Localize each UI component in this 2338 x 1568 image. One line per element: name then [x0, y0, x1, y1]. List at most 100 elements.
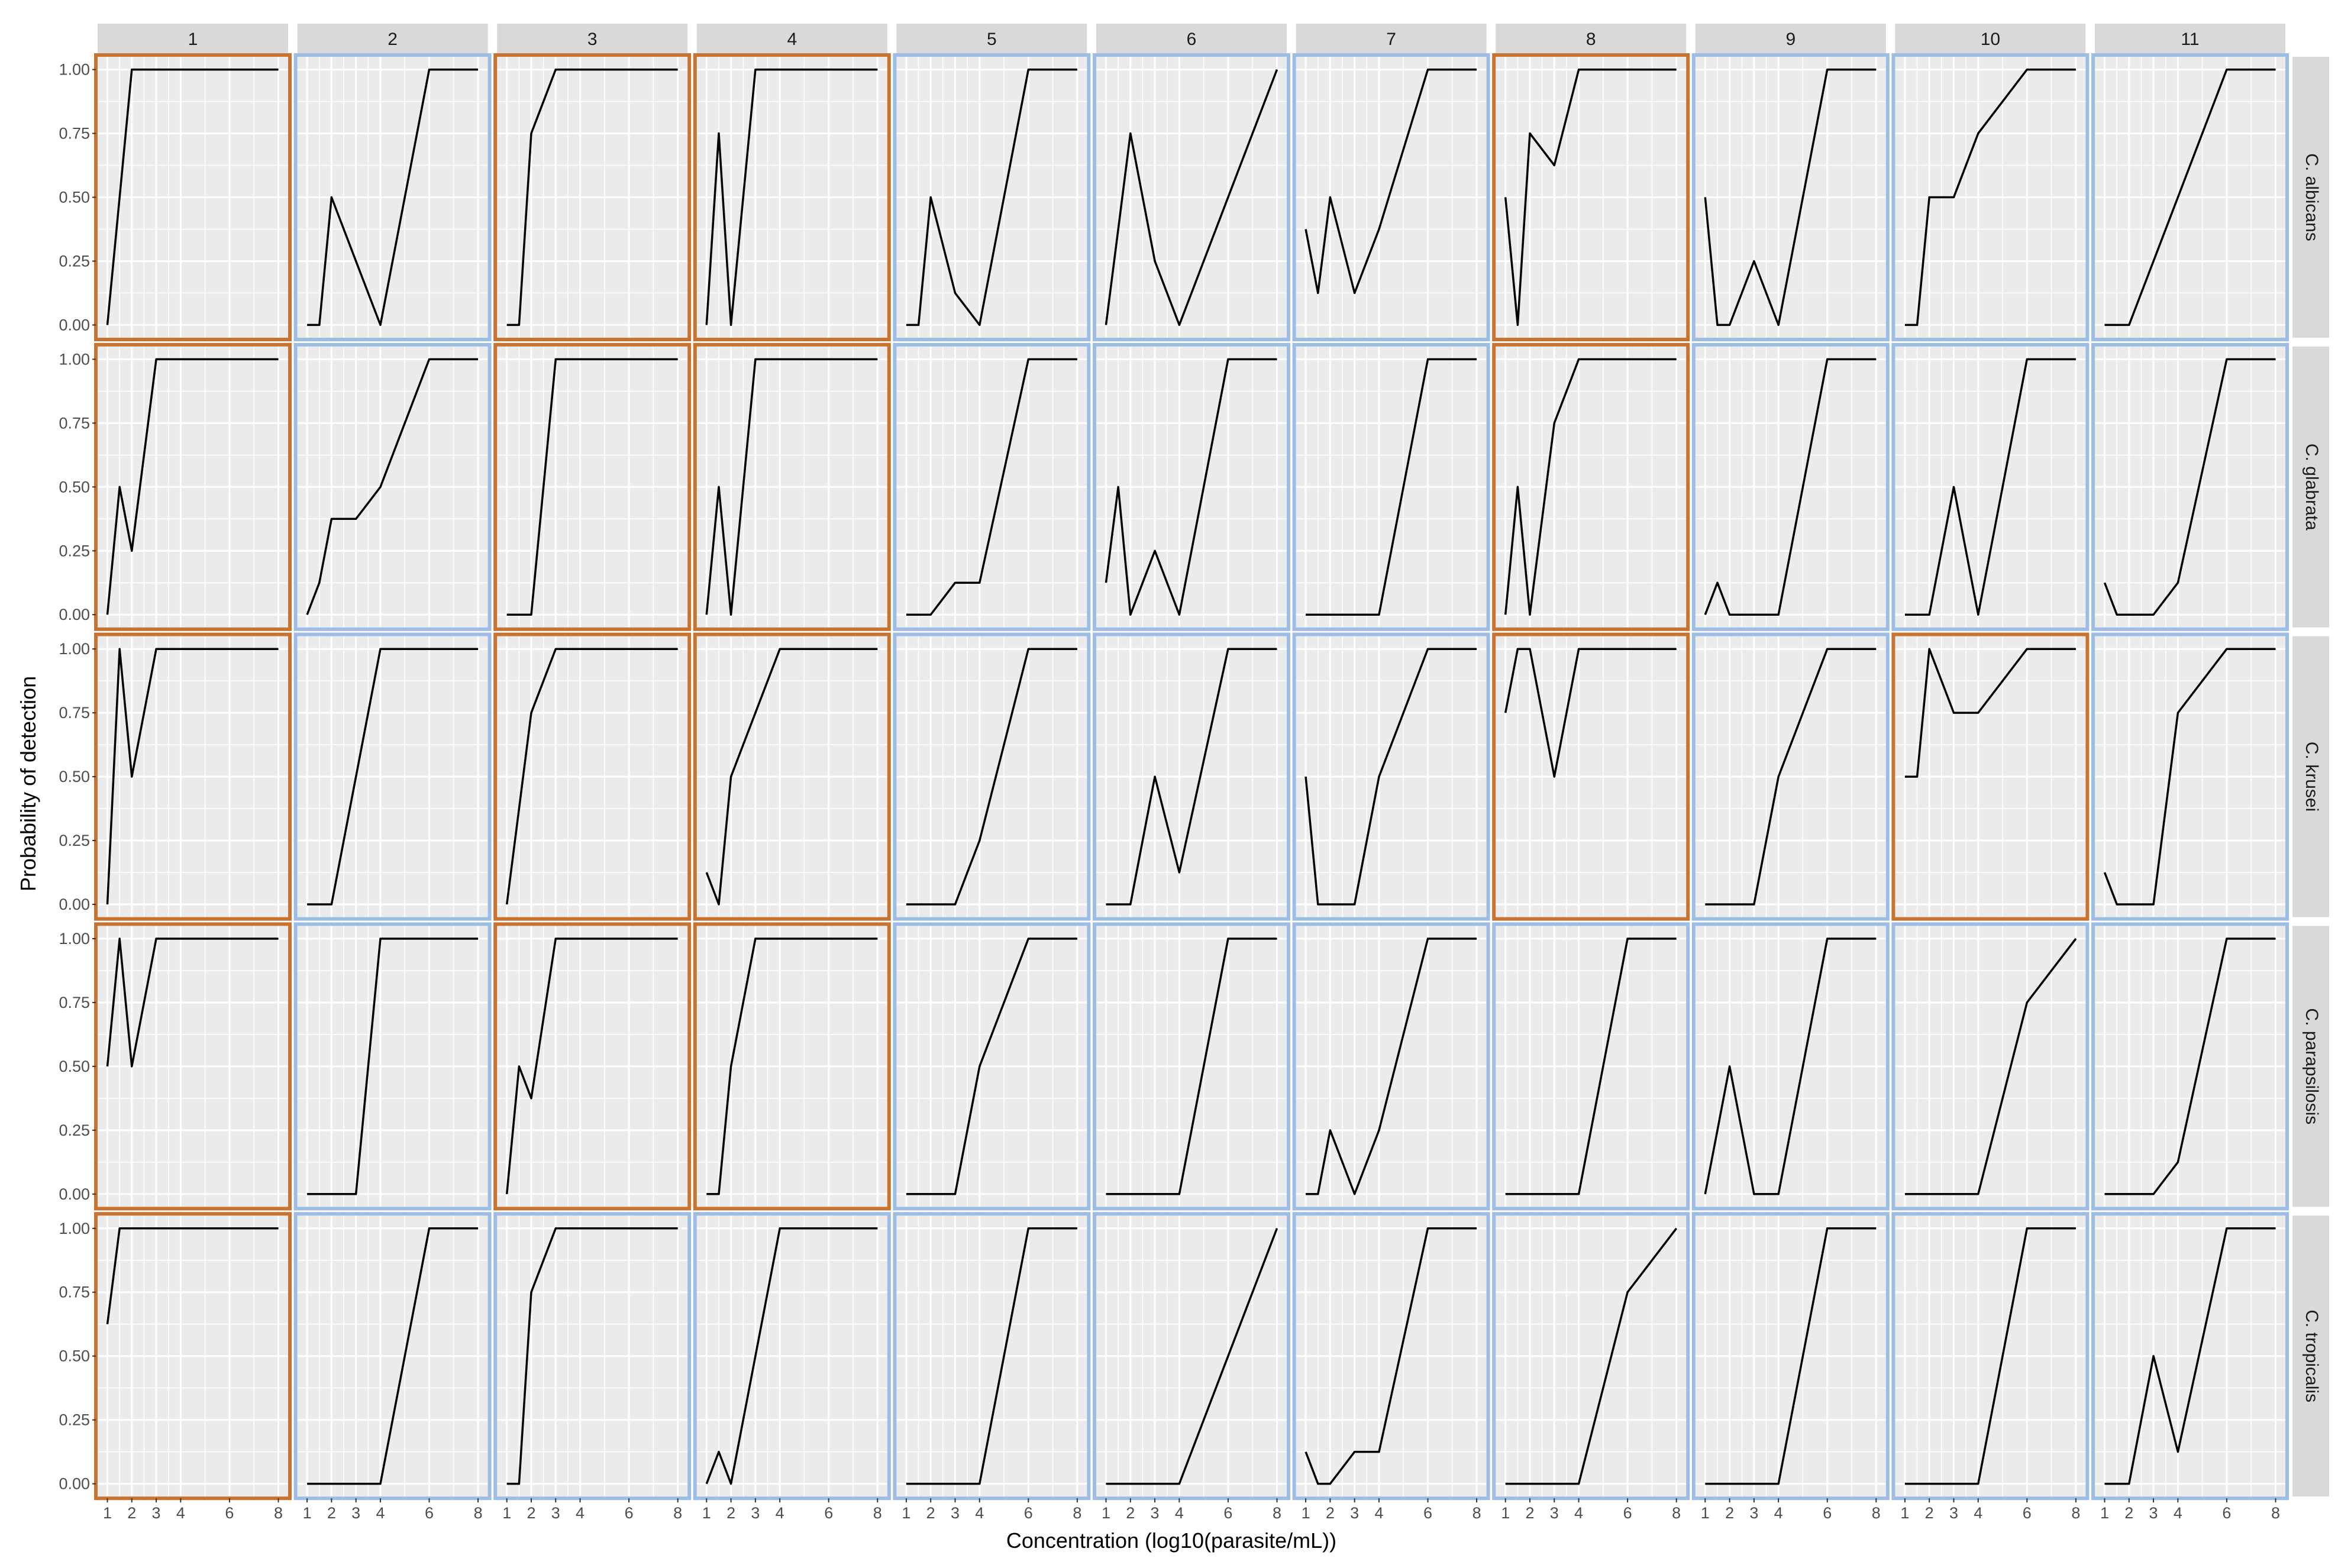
x-tick-label: 4	[1374, 1504, 1383, 1522]
column-strip-label: 1	[188, 30, 198, 49]
detection-line	[1904, 648, 2076, 778]
x-tick-label: 4	[176, 1504, 185, 1522]
detection-line	[505, 648, 678, 905]
x-tick-label: 6	[225, 1504, 234, 1522]
x-tick-label: 1	[1501, 1504, 1510, 1522]
x-tick-label: 3	[551, 1504, 560, 1522]
panel-border-blue	[1093, 342, 1290, 631]
panel	[1292, 1212, 1490, 1501]
x-tick-label: 2	[1126, 1504, 1135, 1522]
detection-line	[1904, 1227, 2076, 1485]
x-tick-label: 6	[1223, 1504, 1232, 1522]
x-tick-label: 6	[2222, 1504, 2231, 1522]
panel	[2091, 53, 2289, 341]
panel	[2091, 1212, 2289, 1501]
panel-border-blue	[1691, 53, 1890, 341]
panel	[94, 632, 292, 921]
detection-line	[306, 358, 479, 615]
detection-line	[106, 68, 279, 325]
panel	[293, 922, 492, 1211]
panel-border-blue	[293, 342, 492, 631]
y-tick-label: 0.50	[59, 768, 90, 785]
y-tick-label: 0.00	[59, 316, 90, 334]
panel	[1292, 632, 1490, 921]
x-tick-label: 3	[1151, 1504, 1160, 1522]
panel	[94, 53, 292, 341]
x-tick-label: 4	[376, 1504, 385, 1522]
x-tick-label: 1	[2100, 1504, 2109, 1522]
x-tick-label: 4	[1974, 1504, 1982, 1522]
x-tick-label: 6	[1423, 1504, 1432, 1522]
y-tick-label: 1.00	[59, 930, 90, 948]
panel	[1292, 53, 1490, 341]
detection-line	[906, 358, 1077, 616]
column-strip-label: 4	[787, 30, 797, 49]
row-strip	[2292, 926, 2329, 1207]
detection-line	[506, 1227, 678, 1485]
column-strip-label: 6	[1187, 30, 1197, 49]
column-strip	[1695, 24, 1886, 54]
x-tick-label: 6	[824, 1504, 833, 1522]
y-tick-label: 1.00	[59, 350, 90, 368]
detection-line	[1705, 1227, 1877, 1485]
detection-line	[705, 1227, 878, 1485]
column-strips: 1 2 3 4 5 6 7 8 9 10 11	[98, 24, 2285, 54]
panel	[1292, 342, 1490, 631]
panel	[2091, 922, 2289, 1211]
x-tick-label: 2	[2124, 1504, 2133, 1522]
column-strip	[1096, 24, 1287, 54]
x-tick-label: 6	[1024, 1504, 1033, 1522]
panel-border-orange	[493, 922, 692, 1211]
panel	[1093, 632, 1290, 921]
panel-border-blue	[1691, 1212, 1890, 1501]
panel	[493, 53, 692, 341]
detection-line	[1306, 937, 1477, 1195]
detection-line	[505, 937, 678, 1194]
x-tick-label: 6	[2023, 1504, 2032, 1522]
panel-border-blue	[1891, 922, 2090, 1211]
detection-line	[1504, 68, 1677, 326]
detection-line	[1904, 68, 2076, 326]
panel	[1492, 53, 1690, 341]
x-tick-label: 2	[127, 1504, 136, 1522]
panel	[2091, 632, 2289, 921]
panel	[1492, 922, 1690, 1211]
detection-line	[506, 358, 678, 616]
panel	[1691, 922, 1890, 1211]
x-tick-label: 3	[152, 1504, 161, 1522]
column-strip	[696, 24, 887, 54]
detection-line	[307, 68, 479, 326]
panel	[493, 1212, 692, 1501]
panel-border-blue	[293, 53, 492, 341]
detection-line	[906, 68, 1077, 326]
detection-line	[2104, 68, 2276, 326]
x-tick-label: 8	[1273, 1504, 1281, 1522]
detection-line	[1504, 358, 1677, 616]
panel-border-blue	[293, 632, 492, 921]
y-tick-label: 0.50	[59, 478, 90, 496]
panel-border-orange	[1492, 342, 1690, 631]
column-strip-label: 7	[1386, 30, 1396, 49]
x-tick-label: 8	[673, 1504, 682, 1522]
panel	[693, 922, 891, 1211]
x-tick-label: 1	[1701, 1504, 1710, 1522]
y-axis: 0.00 0.25 0.50 0.75 1.00 0.00 0.25 0.50 0.75 1.00…	[59, 61, 96, 1493]
x-tick-label: 8	[2071, 1504, 2080, 1522]
detection-line	[906, 648, 1077, 906]
detection-line	[1705, 648, 1877, 906]
panel	[693, 1212, 891, 1501]
y-tick-label: 0.50	[59, 1347, 90, 1365]
panel-border-orange	[693, 632, 891, 921]
detection-line	[1704, 358, 1877, 616]
panel	[893, 922, 1091, 1211]
panel-border-blue	[1891, 342, 2090, 631]
panel	[1891, 632, 2090, 921]
panel	[1492, 342, 1690, 631]
panel	[893, 1212, 1091, 1501]
panel-border-blue	[1891, 53, 2090, 341]
detection-line	[1704, 68, 1877, 326]
row-strip-label: C. parapsilosis	[2302, 1008, 2321, 1125]
detection-line	[705, 358, 878, 616]
panel	[493, 922, 692, 1211]
